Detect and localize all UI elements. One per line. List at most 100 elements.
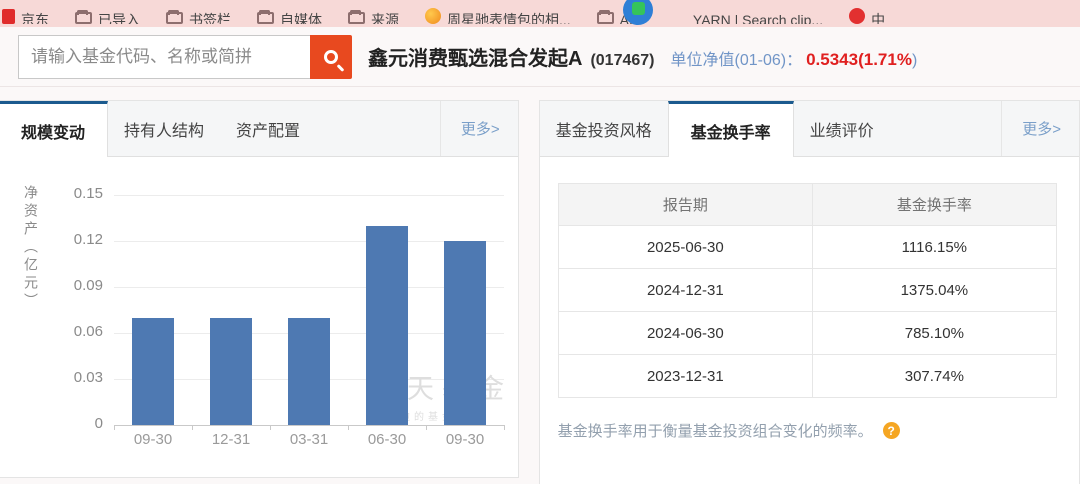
bookmark-label: 周星驰表情包的相... [447, 12, 571, 24]
folder-icon [596, 10, 614, 24]
x-axis-label: 06-30 [367, 431, 407, 448]
bookmark-item[interactable]: 中 [849, 8, 885, 24]
search-input[interactable] [18, 34, 310, 79]
bar-slot [192, 195, 270, 425]
scale-panel-tabbar: 规模变动 持有人结构 资产配置 更多> [0, 101, 518, 157]
net-assets-bar [366, 225, 408, 425]
table-cell: 1116.15% [812, 225, 1057, 269]
bookmark-item[interactable]: 自媒体 [257, 9, 322, 24]
bar-slot [114, 195, 192, 425]
x-axis-tick [270, 425, 271, 430]
bookmark-label: 中 [871, 12, 886, 24]
net-assets-bar [288, 317, 330, 425]
net-assets-bar-chart: 净资产（亿元） 天天基金 您身边的基金专家 09-30 12-31 03-31 06-… [0, 173, 518, 473]
nav-value-suffix: ) [911, 52, 918, 69]
x-axis-tick [192, 425, 193, 430]
red-dot-icon [849, 8, 866, 24]
table-cell: 785.10% [812, 311, 1057, 355]
bookmark-label: YARN | Search clip... [692, 12, 824, 24]
bookmark-item[interactable]: 京东 [2, 9, 49, 24]
table-row: 2025-06-30 1116.15% [557, 225, 1057, 269]
bookmark-item[interactable]: 周星驰表情包的相... [425, 8, 571, 24]
chart-plot-area: 天天基金 您身边的基金专家 [114, 195, 505, 430]
table-cell: 1375.04% [812, 268, 1057, 312]
table-column-header: 基金换手率 [812, 183, 1057, 226]
scale-panel-tab[interactable]: 资产配置 [236, 122, 301, 140]
scale-panel-tab[interactable]: 持有人结构 [124, 122, 205, 140]
gridline [114, 241, 504, 242]
bookmark-item[interactable]: 已导入 [75, 9, 140, 24]
table-cell: 2024-12-31 [557, 268, 814, 312]
fund-search-box [18, 34, 352, 79]
x-axis-tick [426, 425, 427, 430]
net-assets-bar [210, 317, 252, 425]
table-row: 2023-12-31 307.74% [557, 354, 1057, 398]
fund-title-line: 鑫元消费甄选混合发起A (017467) 单位净值(01-06)： 0.5343… [368, 42, 917, 71]
table-cell: 2025-06-30 [557, 225, 814, 269]
nav-value: 0.5343(1.71% [806, 50, 912, 69]
x-axis-line [114, 425, 504, 426]
turnover-panel-tab[interactable]: 基金换手率 [667, 101, 794, 157]
gridline [114, 195, 504, 196]
bookmark-label: 书签栏 [189, 12, 231, 24]
turnover-note-row: 基金换手率用于衡量基金投资组合变化的频率。 ? [558, 420, 1061, 441]
net-assets-bar [132, 317, 174, 425]
scale-panel-tab[interactable]: 规模变动 [0, 101, 109, 157]
table-cell: 2023-12-31 [557, 354, 814, 398]
bookmark-item[interactable]: YARN | Search clip... [622, 0, 824, 25]
yarn-icon [622, 0, 653, 25]
nav-label: 单位净值(01-06)： [670, 52, 803, 69]
turnover-panel-tab[interactable]: 业绩评价 [809, 122, 874, 140]
jd-icon [2, 9, 15, 24]
y-axis-tick-label: 0.15 [73, 185, 103, 202]
table-row: 2024-12-31 1375.04% [557, 268, 1057, 312]
bookmark-label: 自媒体 [280, 12, 322, 24]
table-cell: 307.74% [812, 354, 1057, 398]
folder-icon [348, 10, 365, 24]
bookmark-item[interactable]: 来源 [348, 9, 399, 24]
x-axis-label: 09-30 [445, 431, 485, 448]
bookmark-label: 来源 [371, 12, 399, 24]
x-axis-label: 12-31 [211, 431, 251, 448]
x-axis-tick [348, 425, 349, 430]
search-button[interactable] [310, 34, 352, 79]
x-axis-label: 03-31 [289, 431, 329, 448]
bookmark-label: 已导入 [98, 12, 140, 24]
gridline [114, 287, 504, 288]
x-axis-tick [114, 425, 115, 430]
folder-icon [75, 10, 92, 24]
turnover-panel: 基金投资风格 基金换手率 业绩评价 更多> 报告期 基金换手率 2025-06-30 11… [538, 100, 1080, 484]
bookmark-label: 京东 [21, 12, 49, 24]
chart-x-labels: 09-30 12-31 03-31 06-30 09-30 [114, 431, 504, 448]
table-cell: 2024-06-30 [557, 311, 814, 355]
emoji-icon [425, 8, 441, 24]
bar-slot [270, 195, 348, 425]
y-axis-tick-label: 0.06 [73, 323, 103, 340]
x-axis-tick [504, 425, 505, 430]
bar-slot [348, 195, 426, 425]
search-icon [324, 49, 338, 64]
turnover-table-wrap: 报告期 基金换手率 2025-06-30 1116.15% 2024-12-31 137… [557, 183, 1061, 398]
folder-icon [166, 10, 183, 24]
main-content: 规模变动 持有人结构 资产配置 更多> 净资产（亿元） 天天基金 您身边的基金专家 0… [0, 100, 1080, 484]
turnover-table: 报告期 基金换手率 2025-06-30 1116.15% 2024-12-31 137… [557, 183, 1057, 398]
net-assets-bar [444, 241, 486, 425]
turnover-panel-tab[interactable]: 基金投资风格 [555, 122, 652, 140]
x-axis-ticks [114, 425, 505, 431]
y-axis-tick-label: 0.03 [73, 369, 103, 386]
y-axis-tick-label: 0.09 [73, 277, 103, 294]
scale-panel-more-link[interactable]: 更多> [439, 101, 518, 156]
fund-name: 鑫元消费甄选混合发起A [368, 48, 583, 70]
x-axis-label: 09-30 [133, 431, 173, 448]
table-column-header: 报告期 [557, 183, 814, 226]
header-row: 鑫元消费甄选混合发起A (017467) 单位净值(01-06)： 0.5343… [0, 27, 1080, 87]
table-row: 2024-06-30 785.10% [557, 311, 1057, 355]
bookmark-item[interactable]: 书签栏 [166, 9, 231, 24]
y-axis-tick-label: 0.12 [73, 231, 103, 248]
turnover-panel-more-link[interactable]: 更多> [1001, 101, 1079, 156]
help-question-icon[interactable]: ? [882, 422, 900, 439]
turnover-panel-tabbar: 基金投资风格 基金换手率 业绩评价 更多> [539, 101, 1079, 157]
bar-slot [426, 195, 504, 425]
scale-change-panel: 规模变动 持有人结构 资产配置 更多> 净资产（亿元） 天天基金 您身边的基金专家 0… [0, 100, 519, 478]
